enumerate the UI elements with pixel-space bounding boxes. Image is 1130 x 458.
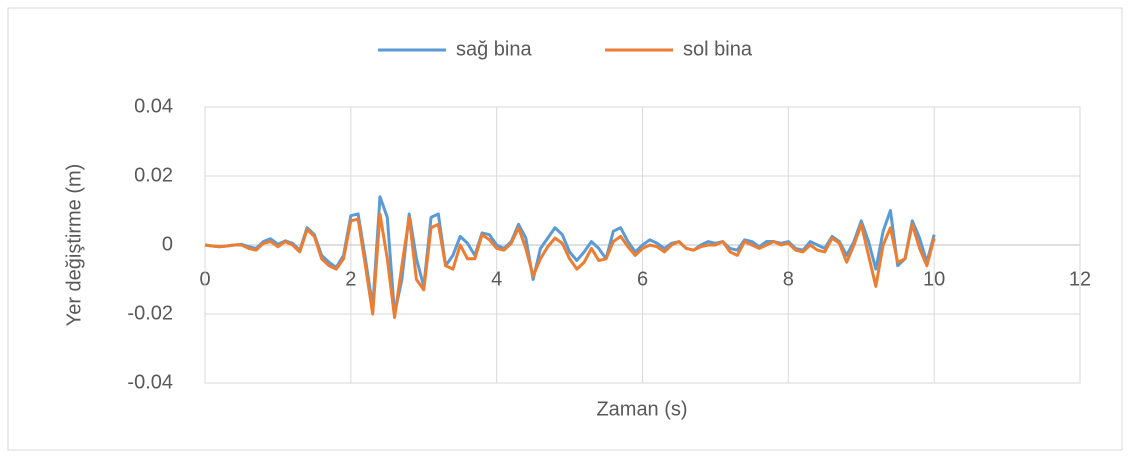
series-line <box>204 195 936 316</box>
y-axis-title: Yer değiştirme (m) <box>63 164 85 327</box>
x-tick-label: 4 <box>491 268 502 290</box>
series-line <box>204 212 936 319</box>
y-tick-label: 0 <box>162 233 173 255</box>
y-tick-label: -0.04 <box>127 371 173 393</box>
legend-label: sağ bina <box>456 38 532 60</box>
x-tick-label: 2 <box>345 268 356 290</box>
x-tick-label: 6 <box>637 268 648 290</box>
y-tick-label: -0.02 <box>127 302 173 324</box>
chart-border <box>7 7 1123 451</box>
x-axis-title: Zaman (s) <box>596 398 687 420</box>
x-tick-label: 8 <box>783 268 794 290</box>
y-tick-label: 0.02 <box>134 164 173 186</box>
x-tick-label: 10 <box>923 268 945 290</box>
legend-label: sol bina <box>683 38 753 60</box>
y-tick-label: 0.04 <box>134 95 173 117</box>
